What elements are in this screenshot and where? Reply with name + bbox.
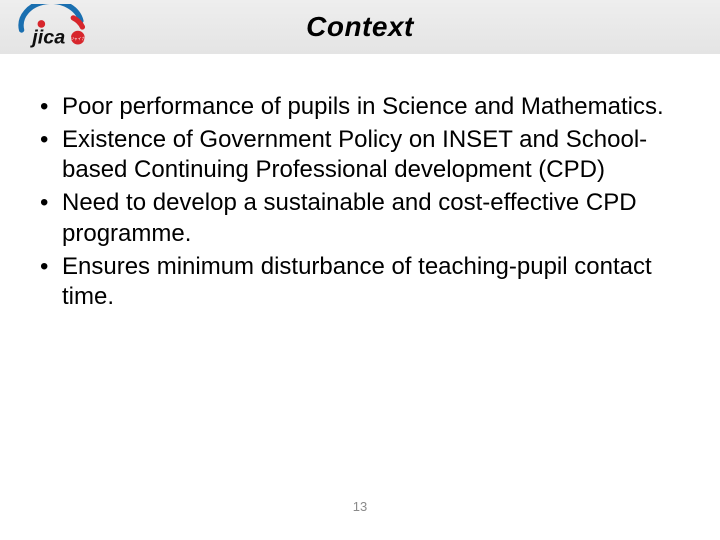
slide-title: Context <box>0 11 720 43</box>
list-item: Need to develop a sustainable and cost-e… <box>36 188 690 249</box>
page-number: 13 <box>0 499 720 514</box>
slide-body: Poor performance of pupils in Science an… <box>36 92 690 315</box>
svg-text:ジャイカ: ジャイカ <box>70 36 85 41</box>
bullet-list: Poor performance of pupils in Science an… <box>36 92 690 313</box>
list-item: Existence of Government Policy on INSET … <box>36 125 690 186</box>
header-bar: jica ジャイカ Context <box>0 0 720 54</box>
list-item: Poor performance of pupils in Science an… <box>36 92 690 123</box>
jica-logo-icon: jica ジャイカ <box>14 4 90 50</box>
svg-text:jica: jica <box>29 27 65 49</box>
list-item: Ensures minimum disturbance of teaching-… <box>36 252 690 313</box>
slide: jica ジャイカ Context Poor performance of pu… <box>0 0 720 540</box>
